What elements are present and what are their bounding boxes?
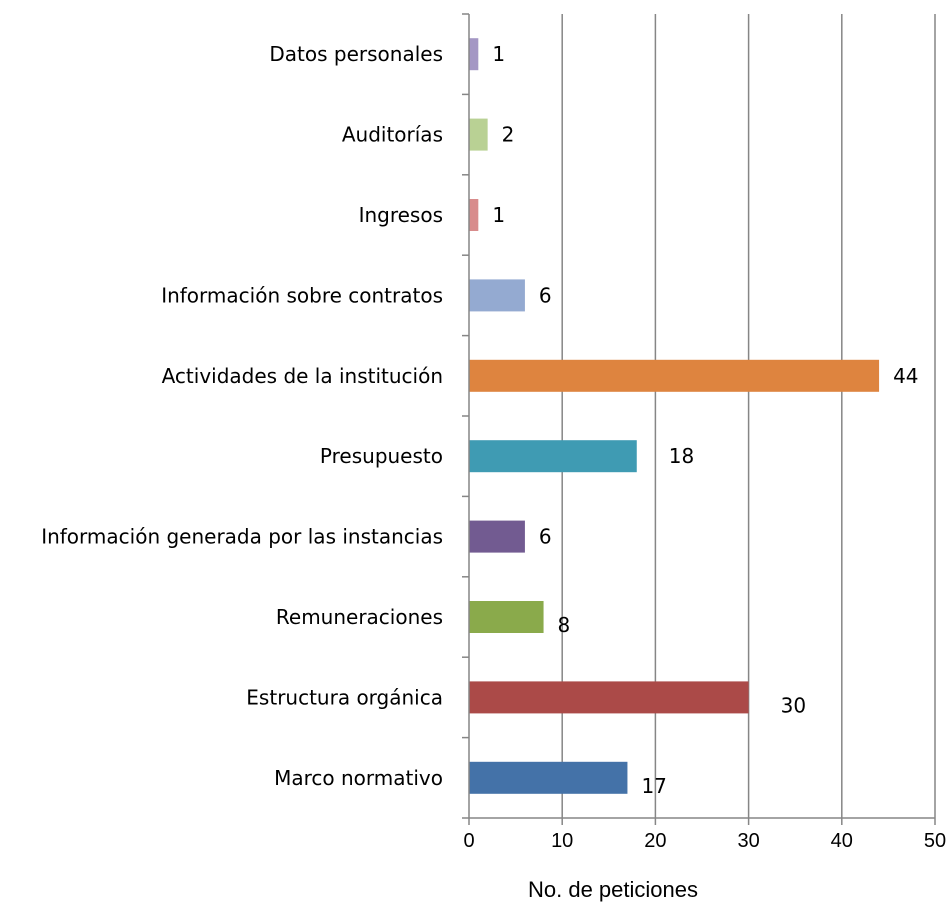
bar xyxy=(469,681,749,714)
data-label: 6 xyxy=(539,283,552,307)
axes xyxy=(462,13,936,825)
x-tick-label: 40 xyxy=(831,830,853,852)
category-label: Remuneraciones xyxy=(276,605,443,629)
x-tick-label: 20 xyxy=(644,830,666,852)
bar xyxy=(469,279,525,312)
data-label: 17 xyxy=(641,774,666,798)
category-label: Información sobre contratos xyxy=(161,283,443,307)
data-label: 8 xyxy=(558,613,571,637)
data-label: 1 xyxy=(492,203,505,227)
data-labels: 1 2 1 6 44 18 6 8 30 17 xyxy=(492,42,918,798)
x-tick-label: 50 xyxy=(924,830,946,852)
x-axis-title: No. de peticiones xyxy=(528,877,698,902)
category-label: Datos personales xyxy=(269,42,443,66)
bar xyxy=(469,520,525,553)
bar xyxy=(469,359,880,392)
category-label: Marco normativo xyxy=(274,766,443,790)
data-label: 30 xyxy=(781,693,806,717)
data-label: 44 xyxy=(893,364,918,388)
data-label: 18 xyxy=(669,444,694,468)
bar xyxy=(469,38,479,71)
category-labels: Datos personales Auditorías Ingresos Inform… xyxy=(41,42,443,790)
data-label: 2 xyxy=(502,123,515,147)
bar xyxy=(469,199,479,231)
x-tick-label: 0 xyxy=(463,830,474,852)
bar xyxy=(469,118,488,151)
x-tick-label: 30 xyxy=(737,830,759,852)
bar xyxy=(469,601,544,633)
data-label: 6 xyxy=(539,525,552,549)
category-label: Presupuesto xyxy=(320,444,443,468)
category-label: Ingresos xyxy=(359,203,443,227)
x-tick-label: 10 xyxy=(551,830,573,852)
bar xyxy=(469,440,637,473)
x-tick-labels: 0 10 20 30 40 50 xyxy=(463,830,946,852)
data-label: 1 xyxy=(492,42,505,66)
category-label: Actividades de la institución xyxy=(162,364,443,388)
category-label: Información generada por las instancias xyxy=(41,525,443,549)
bar xyxy=(469,761,628,794)
category-label: Auditorías xyxy=(342,123,443,147)
bars xyxy=(469,38,880,794)
category-label: Estructura orgánica xyxy=(246,685,443,709)
